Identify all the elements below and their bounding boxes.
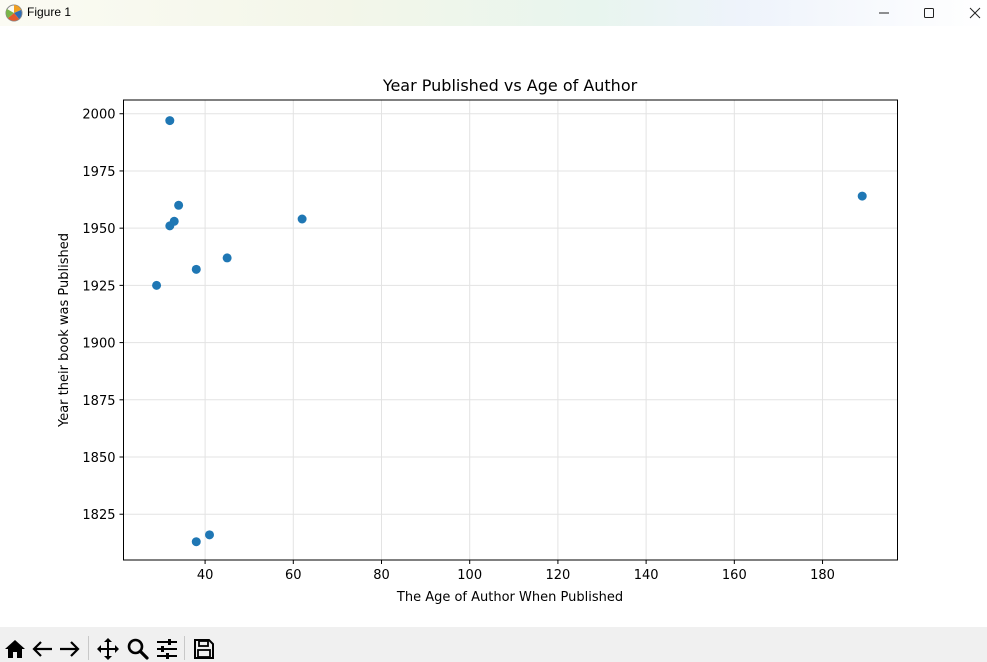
pan-move-icon [97, 638, 119, 660]
y-tick-label: 1975 [82, 165, 115, 180]
x-tick-label: 100 [457, 568, 482, 583]
back-arrow-icon [32, 641, 52, 657]
y-tick-label: 1850 [82, 451, 115, 466]
y-tick-label: 1925 [82, 279, 115, 294]
data-point [174, 200, 184, 210]
x-tick-label: 60 [285, 568, 302, 583]
y-tick-label: 2000 [82, 108, 115, 123]
window-title: Figure 1 [27, 5, 72, 19]
x-tick-label: 140 [634, 568, 659, 583]
data-point [857, 191, 867, 201]
y-tick-label: 1825 [82, 508, 115, 523]
grid-lines [123, 100, 898, 560]
save-disk-icon [194, 639, 214, 659]
close-icon [969, 7, 981, 19]
scatter-points [152, 116, 867, 547]
zoom-magnifier-icon [127, 638, 149, 660]
pan-button[interactable] [96, 637, 120, 661]
forward-arrow-icon [60, 641, 80, 657]
x-tick-label: 160 [722, 568, 747, 583]
y-tick-label: 1875 [82, 394, 115, 409]
y-axis-label: Year their book was Published [57, 233, 72, 428]
configure-subplots-button[interactable] [155, 637, 179, 661]
data-point [191, 537, 201, 547]
matplotlib-figure-icon [4, 3, 24, 23]
save-button[interactable] [192, 637, 216, 661]
y-tick-label: 1950 [82, 222, 115, 237]
data-point [205, 530, 214, 540]
forward-button[interactable] [57, 637, 81, 661]
data-point [297, 214, 307, 224]
data-point [165, 221, 175, 231]
toolbar-separator [184, 636, 185, 660]
home-icon [5, 640, 25, 658]
minimize-button[interactable] [861, 0, 907, 26]
window-title-bar: Figure 1 [0, 0, 987, 26]
chart-title: Year Published vs Age of Author [382, 76, 638, 95]
axes-frame [123, 99, 898, 561]
y-tick-label: 1900 [82, 337, 115, 352]
maximize-button[interactable] [906, 0, 952, 26]
navigation-toolbar [0, 627, 987, 662]
close-button[interactable] [952, 0, 987, 26]
zoom-button[interactable] [126, 637, 150, 661]
maximize-icon [924, 8, 934, 18]
minimize-icon [879, 12, 889, 14]
configure-sliders-icon [157, 639, 177, 659]
x-tick-label: 120 [545, 568, 570, 583]
axis-ticks: 40 60 80 100 120 140 160 180 1825 1850 1875 1900 192… [82, 108, 835, 583]
x-tick-label: 40 [197, 568, 214, 583]
home-button[interactable] [3, 637, 27, 661]
data-point [191, 264, 201, 274]
data-point [222, 253, 232, 263]
back-button[interactable] [31, 637, 55, 661]
x-tick-label: 180 [810, 568, 835, 583]
x-axis-label: The Age of Author When Published [396, 590, 623, 605]
x-tick-label: 80 [373, 568, 390, 583]
data-point [165, 116, 175, 126]
data-point [152, 280, 162, 290]
figure-canvas: 40 60 80 100 120 140 160 180 1825 1850 1875 1900 192… [57, 76, 898, 605]
toolbar-separator [88, 636, 89, 660]
